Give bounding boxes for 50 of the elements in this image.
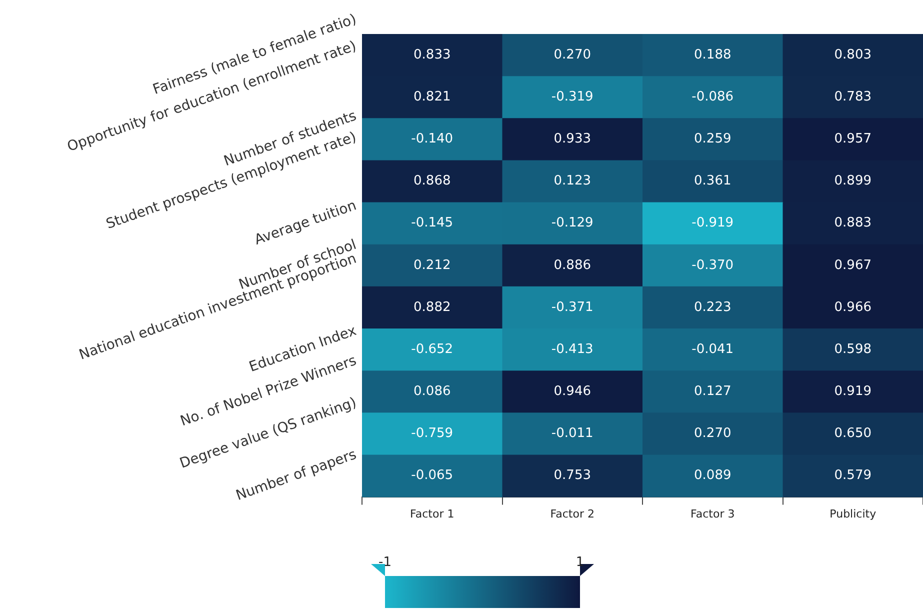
data-label: 0.919	[834, 384, 872, 399]
data-label: 0.579	[834, 468, 872, 484]
data-label: 0.933	[554, 132, 591, 147]
data-label: -0.011	[551, 426, 594, 442]
data-label: -0.140	[411, 132, 454, 147]
data-label: 0.803	[834, 47, 872, 62]
data-label: 0.089	[694, 468, 732, 484]
data-label: 0.882	[414, 300, 451, 315]
data-label: 0.966	[834, 300, 872, 315]
data-label: -0.652	[411, 342, 454, 357]
color-bar-label: -1	[378, 555, 392, 570]
data-label: 0.270	[694, 426, 732, 442]
data-label: 0.783	[834, 89, 872, 104]
data-label: 0.946	[554, 384, 591, 399]
data-label: -0.759	[411, 426, 454, 442]
data-label: -0.371	[551, 300, 594, 315]
x-tick-label: Factor 2	[550, 507, 594, 520]
data-label: 0.598	[834, 342, 872, 357]
data-label: -0.370	[692, 258, 734, 273]
data-label: -0.065	[411, 468, 454, 484]
data-label: -0.145	[411, 216, 454, 231]
data-label: 0.833	[414, 47, 451, 62]
data-label: 0.188	[694, 47, 732, 62]
data-label: 0.883	[834, 216, 872, 231]
data-label: 0.086	[414, 384, 451, 399]
data-label: 0.223	[694, 300, 732, 315]
x-tick-label: Factor 3	[690, 507, 735, 520]
data-label: -0.129	[551, 216, 594, 231]
data-label: 0.868	[414, 174, 451, 189]
data-label: 0.270	[554, 47, 591, 62]
data-label: -0.919	[692, 216, 734, 231]
data-label: -0.319	[551, 89, 594, 104]
color-bar-label: 1	[576, 555, 584, 570]
data-label: 0.361	[694, 174, 732, 189]
data-label: 0.127	[694, 384, 732, 399]
data-label: 0.753	[554, 468, 591, 484]
data-label: -0.086	[692, 89, 734, 104]
data-label: 0.957	[834, 132, 872, 147]
data-label: -0.041	[692, 342, 734, 357]
data-label: 0.212	[414, 258, 451, 273]
data-label: 0.123	[554, 174, 591, 189]
data-label: 0.821	[414, 89, 451, 104]
data-label: 0.899	[834, 174, 872, 189]
data-label: 0.259	[694, 132, 732, 147]
data-label: 0.967	[834, 258, 872, 273]
data-label: 0.650	[834, 426, 872, 442]
x-tick-label: Factor 1	[410, 507, 454, 520]
data-label: 0.886	[554, 258, 591, 273]
x-tick-label: Publicity	[830, 507, 877, 520]
data-label: -0.413	[551, 342, 594, 357]
